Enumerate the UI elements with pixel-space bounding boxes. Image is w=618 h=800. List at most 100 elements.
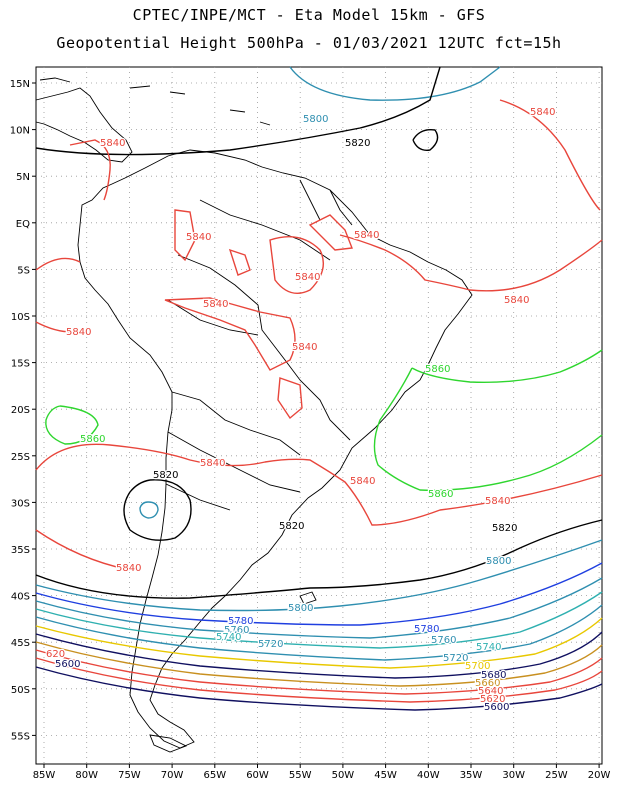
contour-5860-east-top bbox=[411, 349, 603, 383]
longitude-label: 20W bbox=[588, 770, 611, 781]
contour-label: 5840 bbox=[186, 232, 211, 243]
latitude-label: 15S bbox=[11, 359, 30, 370]
contour-label: 5620 bbox=[480, 694, 505, 705]
contour-label: 5800 bbox=[486, 556, 511, 567]
latitude-label: 35S bbox=[11, 545, 30, 556]
contour-label: 5600 bbox=[55, 659, 80, 670]
contour-label: 5760 bbox=[224, 625, 249, 636]
latitude-label: 25S bbox=[11, 452, 30, 463]
contour-label: 5840 bbox=[116, 563, 141, 574]
axis-ticks bbox=[32, 82, 600, 768]
contour-5820-low bbox=[123, 479, 192, 541]
graticule bbox=[36, 67, 602, 764]
contour-5800-north bbox=[289, 66, 501, 101]
contour-label: 5720 bbox=[443, 653, 468, 664]
latitude-label: 5S bbox=[17, 265, 30, 276]
contour-5800-south bbox=[35, 539, 603, 612]
longitude-label: 75W bbox=[118, 770, 141, 781]
latitude-label: 10N bbox=[10, 126, 30, 137]
latitude-label: 15N bbox=[10, 79, 30, 90]
contour-5660 bbox=[35, 641, 603, 687]
latitude-label: 55S bbox=[11, 731, 30, 742]
contour-5840-ne-loop bbox=[412, 129, 439, 151]
contour-label: 5760 bbox=[431, 635, 456, 646]
contour-5840-west bbox=[35, 257, 81, 333]
contour-labels: 5800 5820 5840 5840 5840 5840 5840 5840 … bbox=[45, 106, 557, 715]
contour-5820-south bbox=[35, 519, 603, 599]
contour-5840-sw bbox=[35, 529, 131, 571]
longitude-label: 45W bbox=[374, 770, 397, 781]
contour-label: 5800 bbox=[303, 114, 328, 125]
contour-label: 5860 bbox=[425, 364, 450, 375]
contour-5680 bbox=[35, 631, 603, 679]
contour-label: 5840 bbox=[504, 295, 529, 306]
contour-label: 5840 bbox=[530, 107, 555, 118]
caribbean-islands bbox=[39, 77, 271, 126]
contour-label: 5840 bbox=[200, 458, 225, 469]
contour-5860-west bbox=[45, 405, 99, 445]
contour-label: 5840 bbox=[295, 272, 320, 283]
contour-5640 bbox=[35, 649, 603, 695]
latitude-label: 40S bbox=[11, 592, 30, 603]
contour-label: 5840 bbox=[100, 138, 125, 149]
contour-5600 bbox=[35, 666, 603, 711]
longitude-label: 55W bbox=[289, 770, 312, 781]
contour-label: 5700 bbox=[465, 661, 490, 672]
contour-label: 5720 bbox=[258, 639, 283, 650]
contour-label: 5840 bbox=[354, 230, 379, 241]
longitude-labels: 85W 80W 75W 70W 65W 60W 55W 50W 45W 40W 35W 30W 25W 2… bbox=[33, 770, 611, 781]
contour-label: 5840 bbox=[485, 496, 510, 507]
contour-label: 5680 bbox=[481, 670, 506, 681]
longitude-label: 65W bbox=[203, 770, 226, 781]
latitude-label: 10S bbox=[11, 312, 30, 323]
longitude-label: 80W bbox=[75, 770, 98, 781]
longitude-label: 35W bbox=[460, 770, 483, 781]
contour-label: 5820 bbox=[492, 523, 517, 534]
contour-5860-east bbox=[373, 367, 603, 491]
contour-label: 5780 bbox=[414, 624, 439, 635]
contour-label: 5640 bbox=[478, 686, 503, 697]
contour-5740 bbox=[35, 591, 603, 649]
contour-label: 5840 bbox=[203, 299, 228, 310]
contour-5780 bbox=[35, 562, 603, 626]
latitude-label: 20S bbox=[11, 405, 30, 416]
country-borders bbox=[165, 179, 353, 511]
contour-label: 5740 bbox=[476, 642, 501, 653]
contour-label: 5840 bbox=[292, 342, 317, 353]
map-frame bbox=[35, 66, 603, 765]
contour-label: 5840 bbox=[66, 327, 91, 338]
contour-5840-nw bbox=[69, 139, 111, 201]
contour-label: 5740 bbox=[216, 632, 241, 643]
contour-5620 bbox=[35, 657, 603, 703]
contour-label: 5660 bbox=[475, 678, 500, 689]
contour-label: 5840 bbox=[350, 476, 375, 487]
latitude-label: 50S bbox=[11, 685, 30, 696]
contour-label: 5780 bbox=[228, 616, 253, 627]
map-title-line-2: Geopotential Height 500hPa - 01/03/2021 … bbox=[56, 34, 562, 52]
latitude-label: 5N bbox=[16, 172, 30, 183]
contour-5840-south bbox=[35, 443, 603, 526]
contour-5840-amazon bbox=[164, 209, 303, 420]
longitude-label: 85W bbox=[33, 770, 56, 781]
coastlines bbox=[35, 77, 473, 753]
tierra-del-fuego bbox=[149, 734, 188, 753]
contour-label: 5820 bbox=[279, 521, 304, 532]
contour-label: 5860 bbox=[428, 489, 453, 500]
longitude-label: 30W bbox=[502, 770, 525, 781]
contour-5700 bbox=[35, 617, 603, 669]
longitude-label: 60W bbox=[246, 770, 269, 781]
latitude-label: 30S bbox=[11, 498, 30, 509]
south-america-coast bbox=[77, 149, 473, 749]
central-america-coast bbox=[35, 87, 133, 163]
contour-label: 5820 bbox=[153, 470, 178, 481]
contour-label: 5800 bbox=[288, 603, 313, 614]
contour-label: 620 bbox=[46, 649, 65, 660]
contour-5720 bbox=[35, 604, 603, 661]
latitude-labels: 15N 10N 5N EQ 5S 10S 15S 20S 25S 30S 35S 40S 45S 50S 5… bbox=[10, 79, 30, 742]
contour-5840-ne bbox=[499, 99, 601, 211]
longitude-label: 40W bbox=[417, 770, 440, 781]
longitude-label: 25W bbox=[545, 770, 568, 781]
latitude-label: EQ bbox=[16, 219, 30, 230]
latitude-label: 45S bbox=[11, 638, 30, 649]
